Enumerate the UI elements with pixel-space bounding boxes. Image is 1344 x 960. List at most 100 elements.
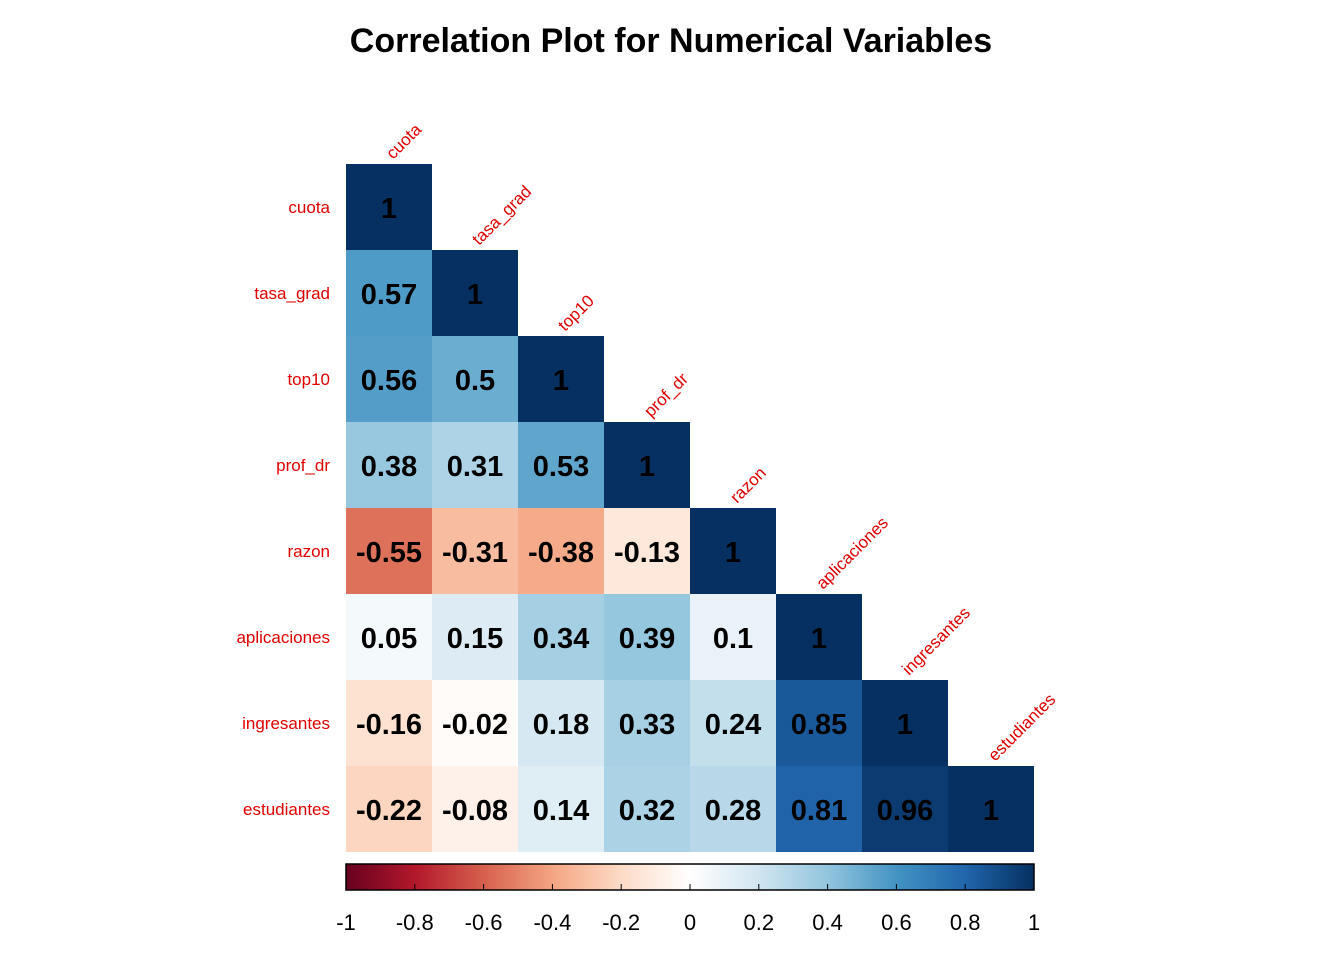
cell-value-label: 0.33 — [619, 709, 675, 741]
cell-value-label: -0.22 — [356, 795, 422, 827]
heatmap-cell — [346, 336, 432, 422]
cell-value-label: 1 — [983, 795, 999, 827]
cell-value-label: 1 — [725, 537, 741, 569]
cell-value-label: 0.24 — [705, 709, 761, 741]
cell-value-label: 1 — [897, 709, 913, 741]
heatmap-cell — [432, 422, 518, 508]
column-label: aplicaciones — [812, 513, 892, 593]
cell-value-label: 0.96 — [877, 795, 933, 827]
heatmap-cell — [604, 594, 690, 680]
cell-value-label: 0.57 — [361, 279, 417, 311]
heatmap-cell — [346, 250, 432, 336]
cell-value-label: 0.05 — [361, 623, 417, 655]
heatmap-cell — [690, 508, 776, 594]
cell-value-label: 0.53 — [533, 451, 589, 483]
heatmap-cell — [862, 680, 948, 766]
heatmap-cell — [518, 680, 604, 766]
cell-value-label: 0.15 — [447, 623, 503, 655]
column-label: prof_dr — [640, 369, 692, 421]
column-label: tasa_grad — [468, 182, 535, 249]
heatmap-cell — [604, 508, 690, 594]
colorbar-tick-label: 0 — [684, 910, 696, 935]
heatmap-cell — [432, 250, 518, 336]
row-label: aplicaciones — [236, 628, 330, 647]
cell-value-label: 0.32 — [619, 795, 675, 827]
heatmap-cell — [346, 594, 432, 680]
heatmap-cell — [432, 508, 518, 594]
column-label: cuota — [382, 120, 425, 163]
heatmap-cell — [690, 766, 776, 852]
row-label: cuota — [288, 198, 330, 217]
colorbar-tick-label: 0.2 — [744, 910, 775, 935]
cell-value-label: -0.55 — [356, 537, 422, 569]
colorbar-tick-label: -0.6 — [465, 910, 503, 935]
cell-value-label: 0.14 — [533, 795, 589, 827]
cell-value-label: 0.5 — [455, 365, 495, 397]
colorbar: -1 -0.8 -0.6 -0.4 -0.2 0 0.2 0.4 0.6 0.8 1 — [336, 863, 1040, 935]
heatmap-cell — [432, 766, 518, 852]
cell-value-label: 0.28 — [705, 795, 761, 827]
cell-value-label: 1 — [467, 279, 483, 311]
heatmap-cell — [432, 336, 518, 422]
heatmap-cell — [604, 422, 690, 508]
column-label: razon — [726, 463, 770, 507]
cell-value-label: -0.16 — [356, 709, 422, 741]
cell-value-label: 0.56 — [361, 365, 417, 397]
colorbar-tick-label: -0.8 — [396, 910, 434, 935]
heatmap-cell — [346, 766, 432, 852]
cell-value-label: -0.38 — [528, 537, 594, 569]
heatmap-cell — [690, 680, 776, 766]
row-label: razon — [287, 542, 330, 561]
heatmap-cell — [518, 336, 604, 422]
heatmap-cell — [518, 508, 604, 594]
row-label: top10 — [287, 370, 330, 389]
chart-title: Correlation Plot for Numerical Variables — [350, 22, 992, 60]
heatmap-cell — [346, 164, 432, 250]
heatmap-cell — [432, 680, 518, 766]
heatmap-cell — [346, 422, 432, 508]
cell-value-label: 0.31 — [447, 451, 503, 483]
heatmap-cell — [948, 766, 1034, 852]
row-label: tasa_grad — [254, 284, 330, 303]
cell-value-label: 0.1 — [713, 623, 753, 655]
heatmap-cell — [432, 594, 518, 680]
heatmap-cell — [346, 508, 432, 594]
heatmap-cell — [690, 594, 776, 680]
cell-value-label: 0.85 — [791, 709, 847, 741]
cell-value-label: -0.08 — [442, 795, 508, 827]
cell-value-label: -0.31 — [442, 537, 508, 569]
column-label: ingresantes — [898, 603, 974, 679]
row-label: prof_dr — [276, 456, 330, 475]
colorbar-tick-label: 0.6 — [881, 910, 912, 935]
cell-value-label: 0.81 — [791, 795, 847, 827]
cell-value-label: -0.13 — [614, 537, 680, 569]
column-label: top10 — [554, 291, 598, 335]
cell-value-label: 1 — [381, 193, 397, 225]
cell-value-label: 0.39 — [619, 623, 675, 655]
colorbar-tick-label: 0.4 — [812, 910, 843, 935]
heatmap-cell — [346, 680, 432, 766]
colorbar-tick-label: -0.2 — [602, 910, 640, 935]
cell-value-label: 1 — [639, 451, 655, 483]
heatmap-cell — [518, 766, 604, 852]
row-label: ingresantes — [242, 714, 330, 733]
column-label: estudiantes — [984, 690, 1059, 765]
colorbar-tick-label: -1 — [336, 910, 356, 935]
cell-value-label: 0.34 — [533, 623, 589, 655]
colorbar-tick-label: 0.8 — [950, 910, 981, 935]
cell-value-label: 0.18 — [533, 709, 589, 741]
row-label: estudiantes — [243, 800, 330, 819]
cell-value-label: -0.02 — [442, 709, 508, 741]
heatmap-cell — [518, 594, 604, 680]
cell-value-label: 0.38 — [361, 451, 417, 483]
colorbar-tick-label: -0.4 — [533, 910, 571, 935]
heatmap-cell — [776, 766, 862, 852]
heatmap-cell — [862, 766, 948, 852]
cell-value-label: 1 — [811, 623, 827, 655]
heatmap-cells: 1 0.57 1 0.56 0.5 1 0.38 0.31 0.53 1 -0.55 -0.31 -0.… — [346, 164, 1034, 852]
colorbar-tick-label: 1 — [1028, 910, 1040, 935]
cell-value-label: 1 — [553, 365, 569, 397]
heatmap-cell — [604, 680, 690, 766]
